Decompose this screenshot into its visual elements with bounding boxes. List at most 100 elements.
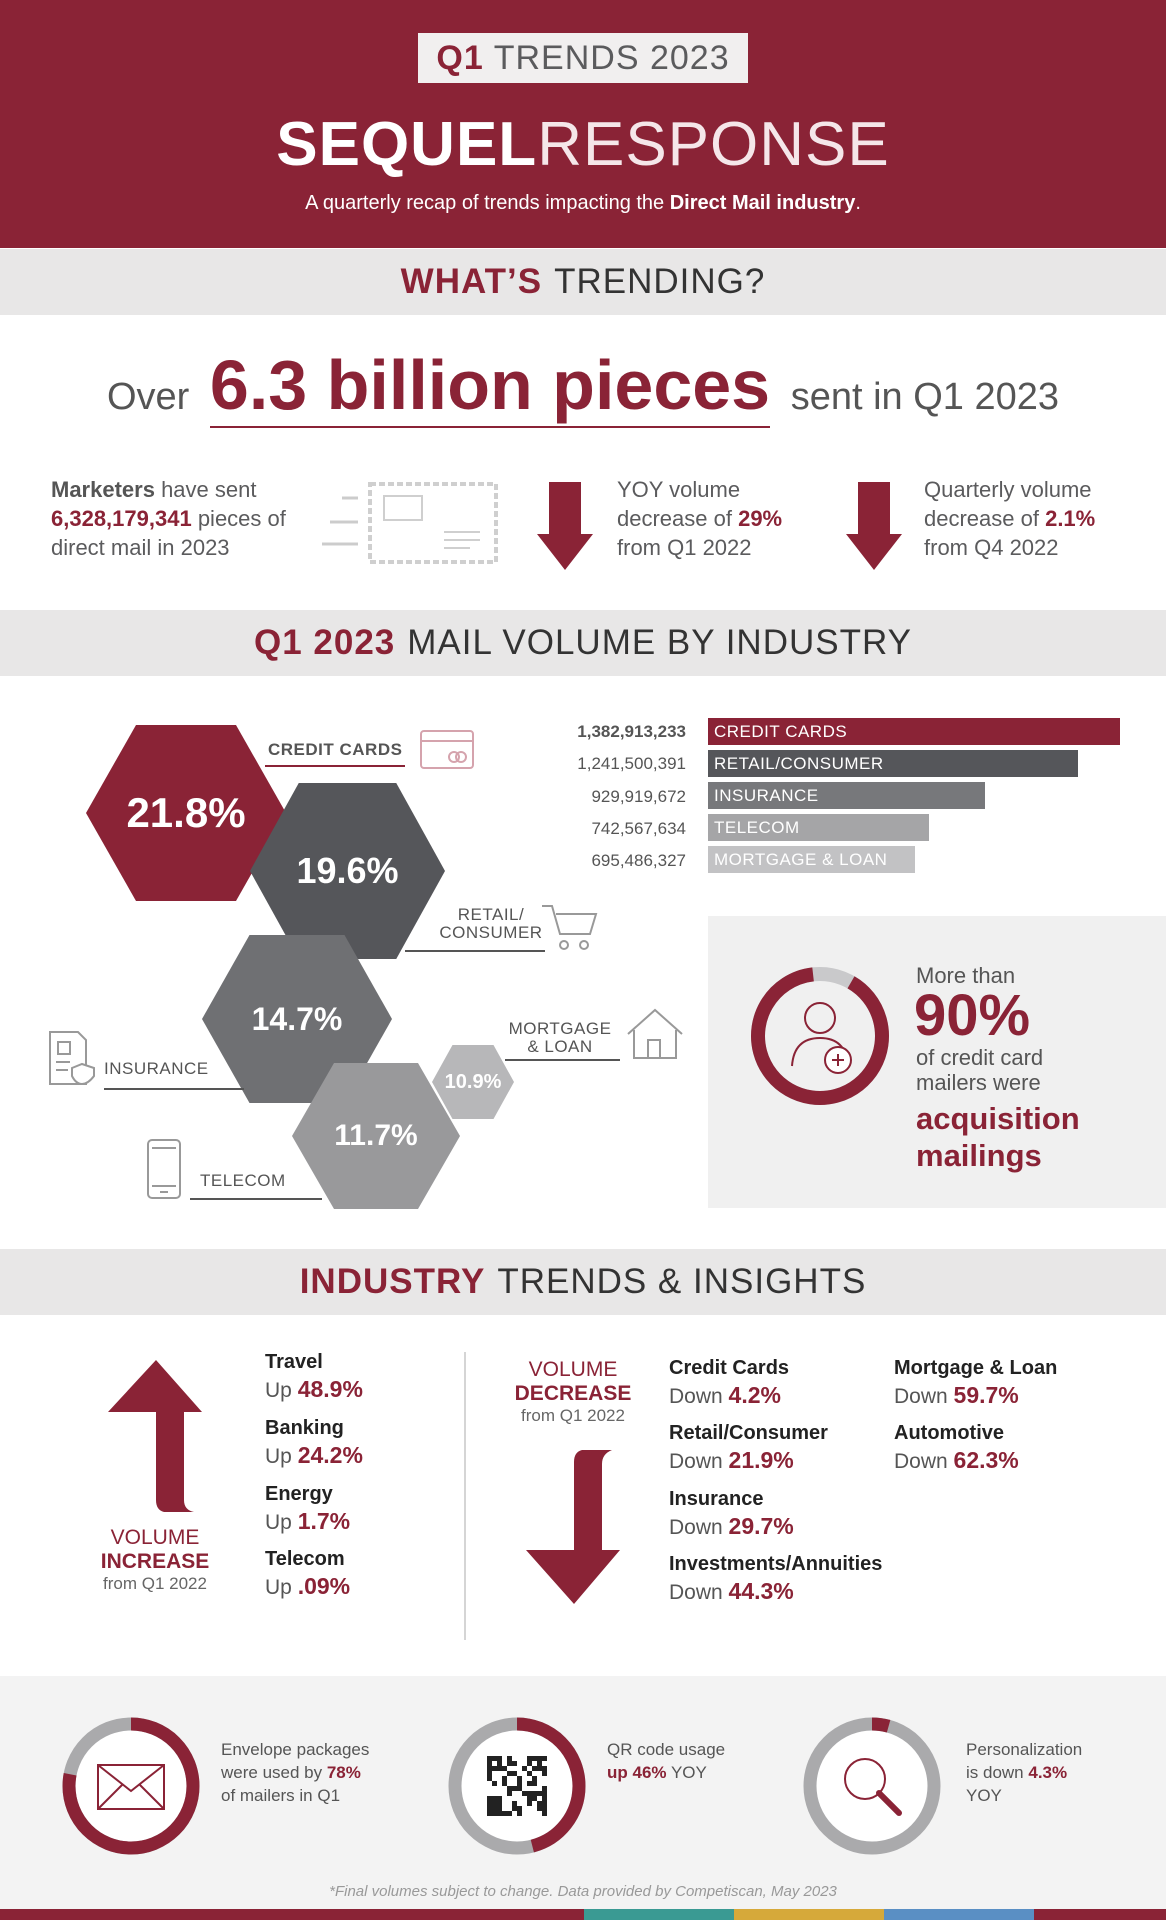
envelope-stat-text: Envelope packages were used by 78% of ma…: [221, 1738, 369, 1807]
dir: Up: [265, 1379, 298, 1402]
bar-retail-consumer: RETAIL/CONSUMER: [708, 750, 1078, 777]
qr-module: [492, 1796, 497, 1801]
qr-module: [532, 1756, 537, 1761]
down-item-value: Down 4.2%: [669, 1382, 781, 1409]
hex-mortgage-loan: 10.9%: [432, 1045, 514, 1119]
qr-module: [512, 1801, 517, 1806]
acquisition-panel: More than 90% of credit card mailers wer…: [708, 916, 1166, 1208]
dir: Down: [669, 1450, 729, 1473]
qr-module: [527, 1761, 532, 1766]
envelope-l1: Envelope packages: [221, 1740, 370, 1759]
section-title-rest: TRENDING?: [554, 262, 766, 301]
qr-bold: up 46%: [607, 1763, 667, 1782]
qr-module: [497, 1761, 502, 1766]
hex-pct: 11.7%: [334, 1119, 418, 1152]
decrease-l2: DECREASE: [514, 1382, 632, 1405]
label-underline: [405, 950, 545, 952]
qr-module: [527, 1791, 532, 1796]
bar-value: 1,382,913,233: [577, 722, 686, 741]
section-title-bold: INDUSTRY: [299, 1262, 486, 1301]
label-retail-consumer: RETAIL/ CONSUMER: [436, 906, 546, 942]
personalization-donut: [803, 1717, 941, 1855]
qr-module: [497, 1811, 502, 1816]
envelope-mail-icon: [322, 482, 498, 564]
qr-module: [527, 1756, 532, 1761]
qr-module: [542, 1811, 547, 1816]
section-title-rest: MAIL VOLUME BY INDUSTRY: [407, 623, 912, 662]
qr-module: [527, 1796, 532, 1801]
qr-module: [492, 1801, 497, 1806]
stat-quarterly-decrease: Quarterly volume decrease of 2.1% from Q…: [924, 475, 1154, 562]
qr-module: [517, 1781, 522, 1786]
qr-module: [532, 1766, 537, 1771]
section-whats-trending: WHAT’S TRENDING?: [0, 249, 1166, 315]
label-line1: MORTGAGE: [508, 1019, 612, 1038]
decrease-l3: from Q1 2022: [521, 1406, 625, 1425]
down-arrow-icon: [526, 1450, 620, 1604]
stat2-line1: YOY volume: [617, 477, 741, 502]
qr-module: [512, 1786, 517, 1791]
qr-stat-text: QR code usage up 46% YOY: [607, 1738, 725, 1784]
qr-module: [532, 1776, 537, 1781]
section-title-bold: WHAT’S: [400, 262, 543, 301]
label-insurance: INSURANCE: [104, 1059, 209, 1078]
down-item-name: Credit Cards: [669, 1357, 790, 1379]
qr-module: [487, 1806, 492, 1811]
qr-module: [492, 1811, 497, 1816]
qr-module: [507, 1761, 512, 1766]
stat2-line2: decrease of: [617, 506, 739, 531]
val: 48.9%: [297, 1376, 363, 1402]
up-item-name: Banking: [265, 1417, 344, 1439]
val: .09%: [297, 1573, 351, 1599]
acq-bold-line2: mailings: [916, 1138, 1042, 1173]
tagline-bold: Direct Mail industry: [669, 192, 856, 214]
color-strip: [1034, 1909, 1166, 1920]
label-underline: [104, 1088, 244, 1090]
qr-module: [517, 1776, 522, 1781]
qr-module: [537, 1801, 542, 1806]
down-item-name: Investments/Annuities: [669, 1553, 883, 1575]
personalization-l3: YOY: [966, 1786, 1002, 1805]
qr-module: [542, 1756, 547, 1761]
acq-mid: of credit card mailers were: [916, 1045, 1043, 1095]
badge-rest: TRENDS 2023: [493, 38, 730, 77]
envelope-bold: 78%: [326, 1763, 361, 1782]
qr-module: [537, 1791, 542, 1796]
volume-decrease-label: VOLUME DECREASE from Q1 2022: [498, 1358, 648, 1426]
val: 24.2%: [297, 1442, 363, 1468]
color-strip: [884, 1909, 1034, 1920]
qr-module: [507, 1786, 512, 1791]
stat2-bold: 29%: [738, 506, 783, 531]
qr-module: [542, 1801, 547, 1806]
qr-module: [492, 1781, 497, 1786]
headline: Over 6.3 billion pieces sent in Q1 2023: [0, 345, 1166, 428]
val: 59.7%: [953, 1382, 1019, 1408]
bar-insurance: INSURANCE: [708, 782, 985, 809]
section-industry-insights: INDUSTRY TRENDS & INSIGHTS: [0, 1249, 1166, 1315]
personalization-bold: 4.3%: [1028, 1763, 1068, 1782]
up-item-value: Up 24.2%: [265, 1442, 363, 1469]
tagline: A quarterly recap of trends impacting th…: [0, 192, 1166, 215]
up-item-value: Up 1.7%: [265, 1508, 350, 1535]
envelope-donut: [62, 1717, 200, 1855]
qr-module: [527, 1801, 532, 1806]
val: 29.7%: [728, 1513, 794, 1539]
qr-module: [512, 1761, 517, 1766]
qr-module: [542, 1791, 547, 1796]
qr-module: [527, 1771, 532, 1776]
acq-big: 90%: [914, 983, 1031, 1048]
stat1-line3: direct mail in 2023: [51, 535, 230, 560]
label-underline: [265, 765, 405, 767]
qr-module: [487, 1801, 492, 1806]
qr-module: [527, 1781, 532, 1786]
qr-module: [512, 1771, 517, 1776]
up-item-value: Up 48.9%: [265, 1376, 363, 1403]
down-item-value: Down 62.3%: [894, 1447, 1019, 1474]
qr-module: [502, 1781, 507, 1786]
qr-module: [542, 1796, 547, 1801]
up-item-name: Travel: [265, 1351, 323, 1373]
qr-module: [497, 1766, 502, 1771]
color-strip: [0, 1909, 584, 1920]
magnifier-icon: [844, 1758, 902, 1816]
label-underline: [190, 1198, 322, 1200]
